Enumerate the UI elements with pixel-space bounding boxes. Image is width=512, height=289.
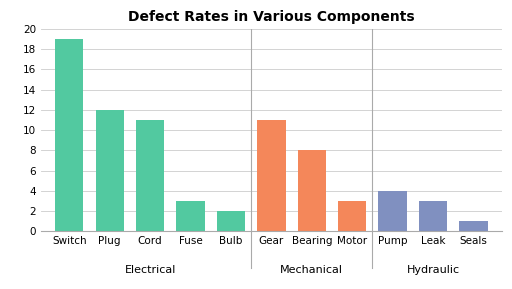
Text: Electrical: Electrical: [124, 264, 176, 275]
Text: Hydraulic: Hydraulic: [407, 264, 460, 275]
Bar: [176, 201, 205, 231]
Bar: [419, 201, 447, 231]
Bar: [96, 110, 124, 231]
Bar: [378, 191, 407, 231]
Title: Defect Rates in Various Components: Defect Rates in Various Components: [128, 10, 415, 24]
Bar: [257, 120, 286, 231]
Bar: [55, 39, 83, 231]
Bar: [136, 120, 164, 231]
Bar: [217, 211, 245, 231]
Bar: [338, 201, 367, 231]
Bar: [297, 150, 326, 231]
Text: Mechanical: Mechanical: [280, 264, 343, 275]
Bar: [459, 221, 487, 231]
